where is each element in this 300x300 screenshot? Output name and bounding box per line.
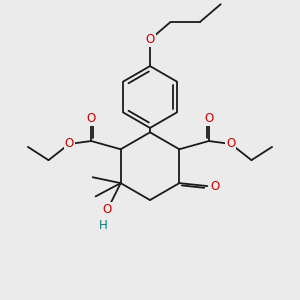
Text: O: O bbox=[87, 112, 96, 125]
Text: O: O bbox=[146, 33, 154, 46]
Text: O: O bbox=[204, 112, 213, 125]
Text: H: H bbox=[99, 219, 107, 232]
Text: O: O bbox=[210, 180, 219, 193]
Text: O: O bbox=[64, 137, 74, 151]
Text: O: O bbox=[226, 137, 236, 151]
Text: O: O bbox=[103, 203, 112, 216]
